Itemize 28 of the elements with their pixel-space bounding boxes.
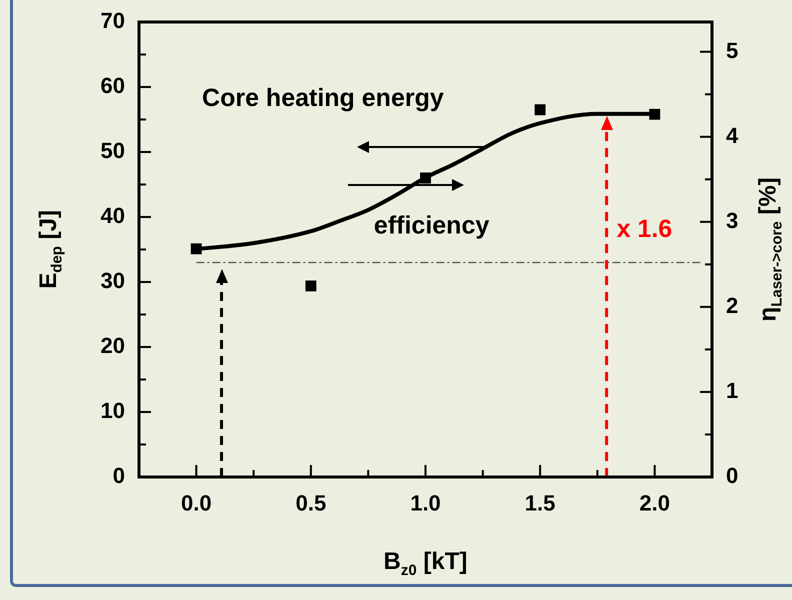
y2-tick-label: 4	[726, 122, 739, 148]
y-tick-label: 70	[100, 8, 125, 34]
y-tick-label: 40	[100, 203, 125, 228]
point	[534, 104, 546, 116]
x-tick-label: 1.0	[410, 490, 441, 516]
x-axis-title: B$_{z0}$ [kT]	[384, 548, 468, 579]
point	[649, 108, 660, 120]
y-tick-label: 20	[100, 333, 125, 358]
point	[190, 243, 202, 254]
y-tick-label: 0	[112, 463, 125, 488]
x-tick-label: 2.0	[639, 490, 670, 516]
y-tick-label: 60	[100, 73, 125, 98]
x-tick-label: 1.5	[524, 490, 556, 516]
x-tick-label: 0.5	[296, 490, 326, 516]
point	[305, 280, 316, 292]
x-tick-label: 0.0	[181, 490, 212, 516]
y2-tick-label: 5	[726, 38, 738, 63]
y2-tick-label: 0	[726, 463, 738, 488]
point	[420, 172, 431, 184]
y-tick-label: 30	[100, 268, 125, 294]
y2-tick-label: 3	[726, 208, 738, 233]
y2-tick-label: 2	[726, 292, 738, 318]
y2-tick-label: 1	[726, 378, 738, 404]
annotation: efficiency	[374, 212, 490, 240]
annotation: Core heating energy	[202, 84, 444, 112]
y-tick-label: 50	[100, 138, 125, 164]
annotation: x 1.6	[616, 214, 672, 243]
y-tick-label: 10	[100, 398, 125, 424]
